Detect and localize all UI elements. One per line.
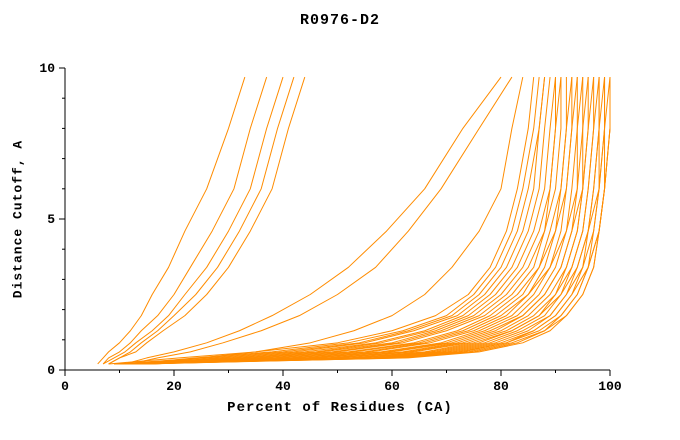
model-curve [130,76,513,365]
model-curve [130,77,589,365]
x-tick-label: 40 [275,379,291,394]
model-curve [124,77,600,365]
model-curve [141,77,578,365]
model-curve [108,76,306,365]
x-axis-label: Percent of Residues (CA) [227,400,453,416]
model-curve [135,77,584,365]
model-curve [119,77,573,365]
model-curve [114,77,562,365]
model-curve [102,76,268,365]
x-tick-label: 20 [166,379,182,394]
model-curve [130,77,540,365]
model-curve [114,77,600,365]
model-curve [119,77,606,365]
x-tick-label: 60 [384,379,400,394]
chart-title: R0976-D2 [299,12,380,29]
model-curve [124,77,556,365]
model-curve [124,76,502,365]
x-tick-label: 100 [598,379,622,394]
model-curve [146,77,589,365]
model-curve [124,77,611,365]
model-curve [108,76,295,365]
model-curve [130,77,611,365]
y-tick-label: 10 [39,61,55,76]
y-axis-label: Distance Cutoff, A [10,139,26,299]
model-curve [152,77,567,365]
y-tick-label: 0 [47,363,55,378]
model-curve [119,77,595,365]
x-tick-label: 80 [493,379,509,394]
x-tick-label: 0 [61,379,69,394]
model-curve [102,76,284,365]
model-curve [114,77,546,365]
model-curve [141,77,546,365]
y-tick-label: 5 [47,212,55,227]
model-curve [108,77,535,365]
model-curve [135,77,562,365]
model-curve [97,76,246,365]
model-curve [135,77,611,365]
model-curve [119,77,551,365]
model-curve [130,77,606,365]
